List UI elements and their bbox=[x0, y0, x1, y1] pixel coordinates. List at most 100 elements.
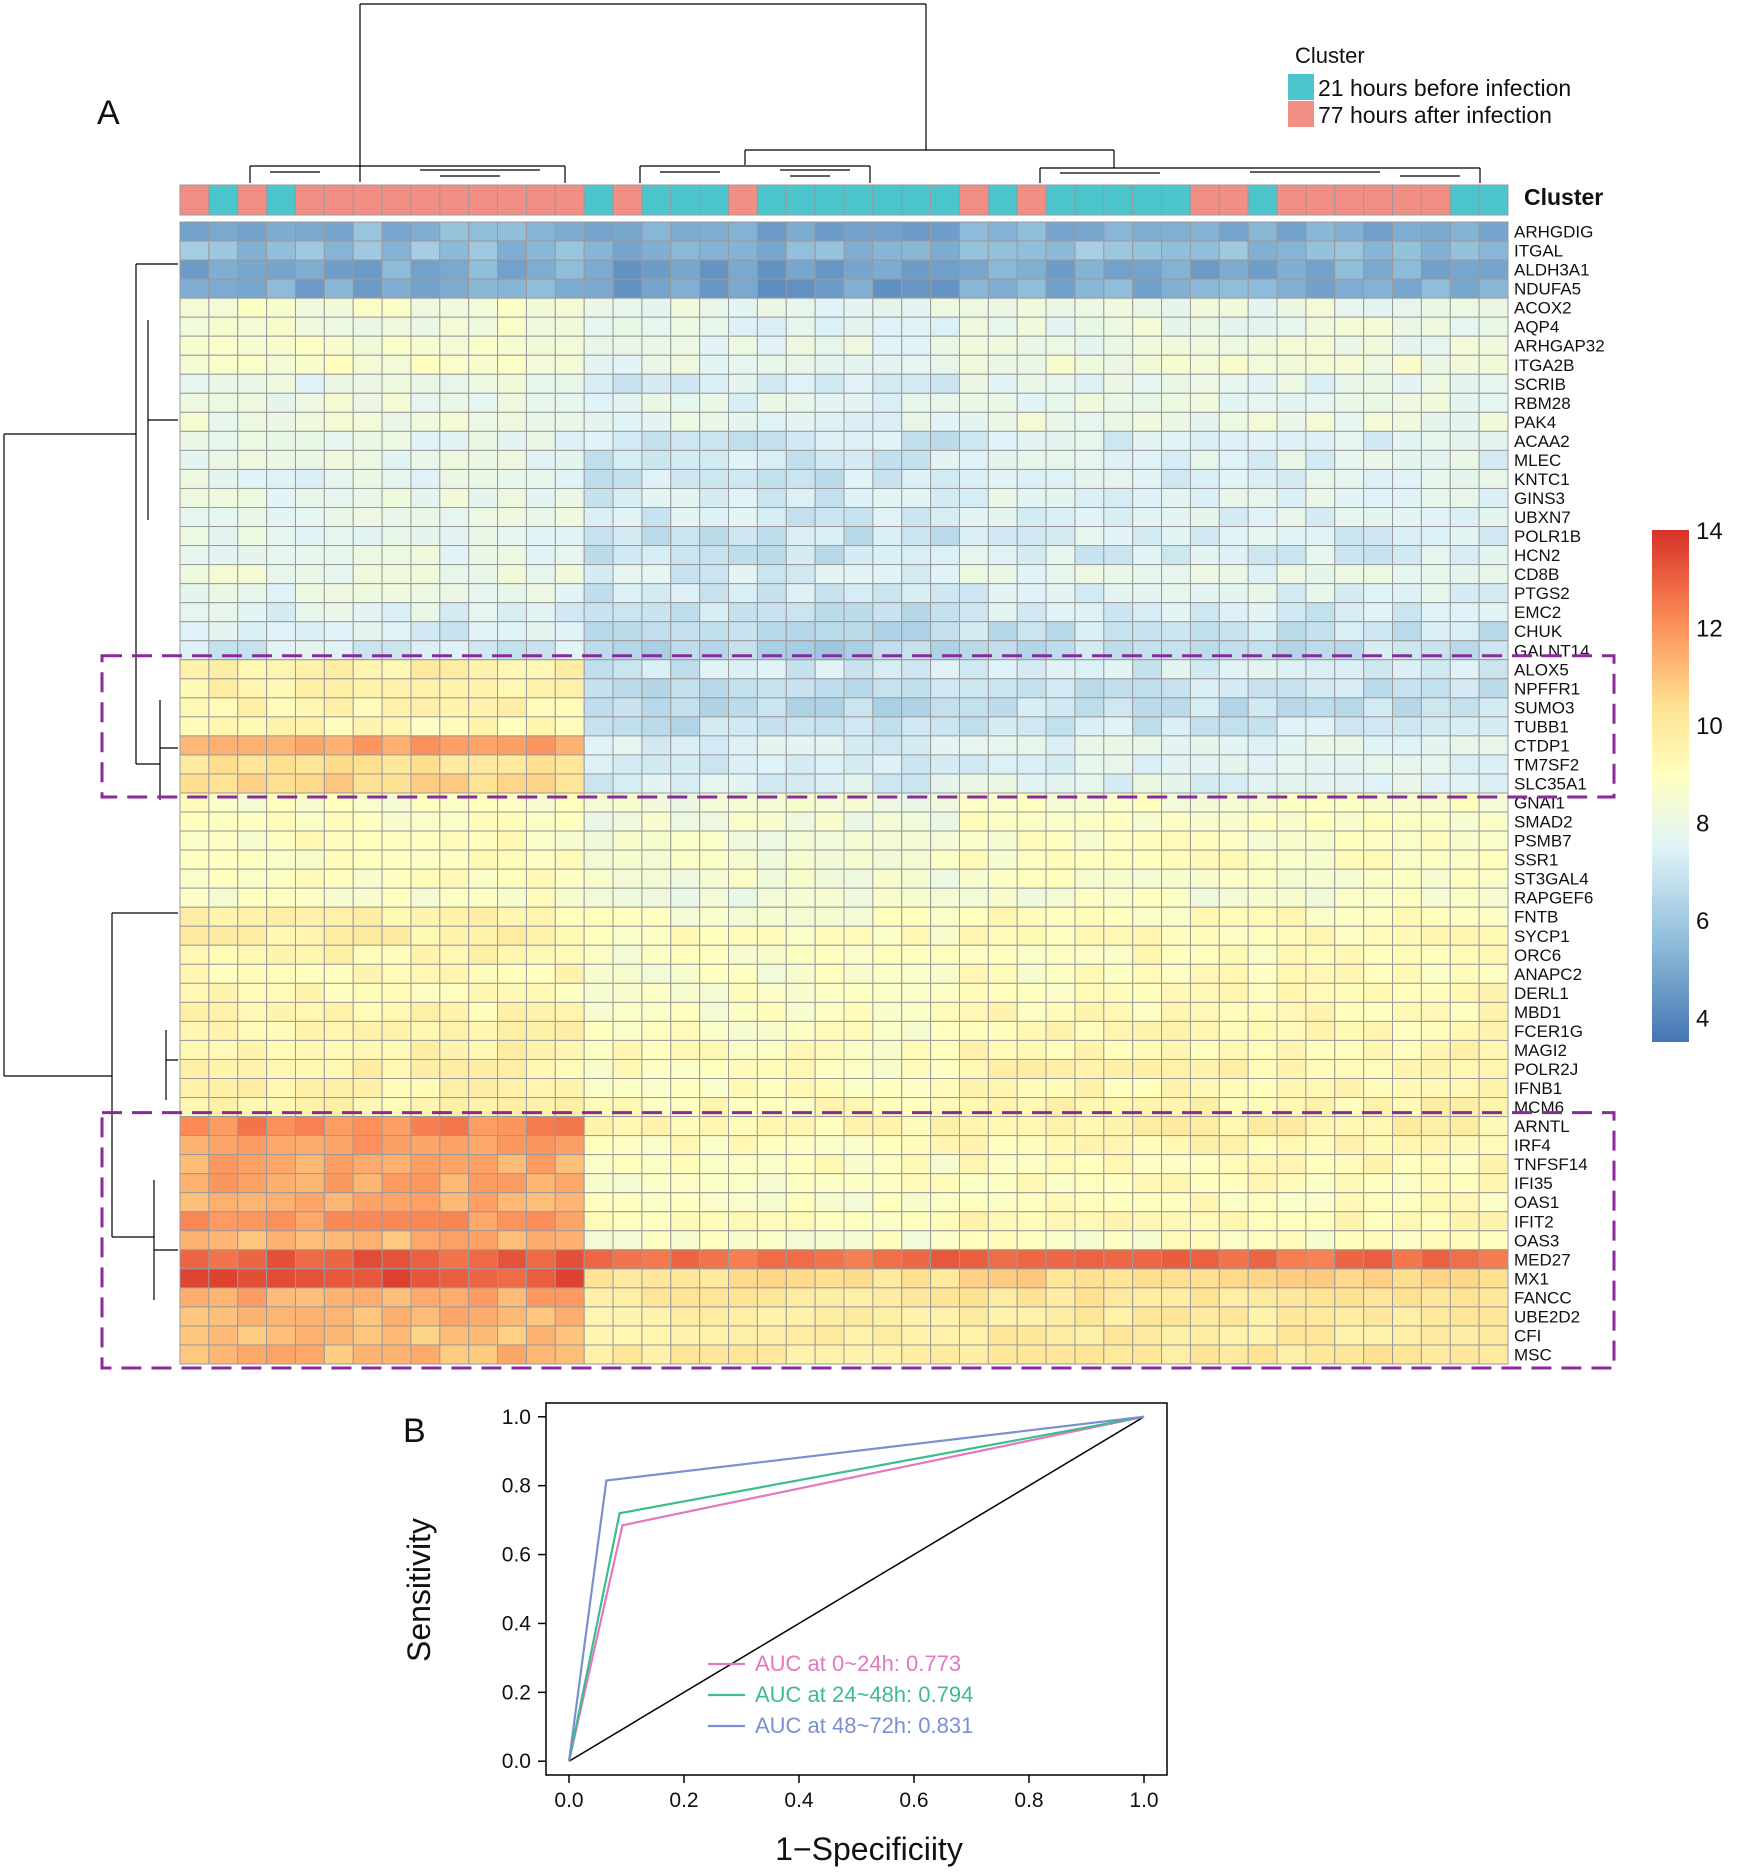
heatmap-cell bbox=[583, 887, 614, 908]
heatmap-cell bbox=[901, 411, 932, 432]
heatmap-cell bbox=[1016, 240, 1047, 261]
heatmap-cell bbox=[497, 849, 527, 870]
heatmap-cell bbox=[1478, 1268, 1509, 1289]
heatmap-cell bbox=[843, 1078, 874, 1099]
heatmap-cell bbox=[352, 754, 383, 775]
heatmap-cell bbox=[1045, 697, 1076, 718]
heatmap-cell bbox=[1247, 221, 1278, 242]
heatmap-cell bbox=[641, 526, 672, 547]
heatmap-cell bbox=[1449, 1173, 1480, 1194]
heatmap-cell bbox=[583, 1116, 614, 1137]
heatmap-cell bbox=[323, 982, 354, 1003]
heatmap-cell bbox=[525, 430, 556, 451]
heatmap-cell bbox=[554, 316, 585, 337]
heatmap-cell bbox=[439, 392, 470, 413]
heatmap-cell bbox=[612, 392, 643, 413]
heatmap-cell bbox=[1045, 868, 1076, 889]
heatmap-cell bbox=[294, 868, 325, 889]
heatmap-cell bbox=[1363, 1116, 1394, 1137]
heatmap-cell bbox=[352, 583, 383, 604]
heatmap-cell bbox=[1276, 982, 1307, 1003]
heatmap-cell bbox=[497, 411, 527, 432]
heatmap-cell bbox=[410, 1078, 441, 1099]
heatmap-cell bbox=[612, 526, 643, 547]
heatmap-cell bbox=[1045, 335, 1076, 356]
heatmap-cell bbox=[756, 1116, 787, 1137]
heatmap-cell bbox=[1132, 1287, 1163, 1308]
heatmap-cell bbox=[554, 1325, 585, 1346]
heatmap-cell bbox=[641, 1116, 672, 1137]
heatmap-cell bbox=[699, 240, 730, 261]
heatmap-cell bbox=[352, 1325, 383, 1346]
heatmap-cell bbox=[987, 906, 1018, 927]
annotation-cell bbox=[1218, 184, 1249, 216]
heatmap-cell bbox=[1420, 259, 1451, 280]
heatmap-cell bbox=[843, 259, 874, 280]
heatmap-cell bbox=[237, 316, 268, 337]
heatmap-cell bbox=[1334, 221, 1365, 242]
heatmap-cell bbox=[266, 487, 296, 509]
heatmap-cell bbox=[1016, 278, 1047, 299]
annotation-cell bbox=[237, 184, 268, 216]
cluster-annotation-row bbox=[179, 184, 1509, 216]
heatmap-cell bbox=[930, 659, 960, 680]
heatmap-cell bbox=[1218, 221, 1249, 242]
heatmap-cell bbox=[208, 1230, 239, 1251]
heatmap-cell bbox=[670, 678, 701, 699]
heatmap-cell bbox=[1363, 602, 1394, 623]
heatmap-cell bbox=[1074, 1078, 1105, 1099]
heatmap-cell bbox=[641, 1325, 672, 1346]
heatmap-cell bbox=[1276, 830, 1307, 851]
heatmap-cell bbox=[728, 1078, 758, 1099]
heatmap-cell bbox=[1132, 240, 1163, 261]
colorbar-tick-label: 4 bbox=[1696, 1006, 1709, 1033]
heatmap-cell bbox=[525, 373, 556, 394]
gene-label: MED27 bbox=[1514, 1250, 1571, 1269]
heatmap-cell bbox=[583, 373, 614, 394]
heatmap-cell bbox=[1305, 468, 1336, 489]
heatmap-cell bbox=[699, 449, 730, 470]
heatmap-cell bbox=[237, 564, 268, 585]
heatmap-cell bbox=[699, 316, 730, 337]
heatmap-cell bbox=[1161, 278, 1191, 299]
heatmap-cell bbox=[1218, 1249, 1249, 1270]
heatmap-cell bbox=[930, 1039, 960, 1060]
heatmap-cell bbox=[554, 602, 585, 623]
gene-label: OAS1 bbox=[1514, 1193, 1559, 1212]
heatmap-cell bbox=[208, 335, 239, 356]
heatmap-cell bbox=[814, 925, 845, 946]
heatmap-cell bbox=[352, 925, 383, 946]
annotation-cell bbox=[1103, 184, 1134, 216]
heatmap-cell bbox=[554, 1154, 585, 1175]
heatmap-cell bbox=[554, 944, 585, 965]
heatmap-cell bbox=[410, 449, 441, 470]
heatmap-cell bbox=[1392, 1249, 1422, 1270]
heatmap-cell bbox=[468, 811, 499, 832]
heatmap-cell bbox=[670, 1001, 701, 1022]
heatmap-cell bbox=[381, 811, 412, 832]
heatmap-cell bbox=[525, 1211, 556, 1232]
heatmap-cell bbox=[901, 849, 932, 870]
heatmap-cell bbox=[208, 278, 239, 299]
heatmap-cell bbox=[352, 278, 383, 299]
heatmap-cell bbox=[1334, 868, 1365, 889]
heatmap-cell bbox=[266, 678, 296, 699]
heatmap-cell bbox=[237, 849, 268, 870]
heatmap-cell bbox=[987, 963, 1018, 984]
heatmap-cell bbox=[554, 392, 585, 413]
heatmap-cell bbox=[1218, 811, 1249, 832]
heatmap-cell bbox=[901, 716, 932, 737]
heatmap-cell bbox=[1449, 1287, 1480, 1308]
heatmap-cell bbox=[410, 1192, 441, 1213]
heatmap-cell bbox=[1420, 735, 1451, 756]
gene-label: IFIT2 bbox=[1514, 1212, 1554, 1231]
heatmap-cell bbox=[1161, 1020, 1191, 1041]
heatmap-cell bbox=[323, 1211, 354, 1232]
heatmap-cell bbox=[612, 944, 643, 965]
heatmap-cell bbox=[1247, 1135, 1278, 1156]
heatmap-cell bbox=[930, 1249, 960, 1270]
heatmap-cell bbox=[237, 373, 268, 394]
heatmap-cell bbox=[583, 678, 614, 699]
heatmap-cell bbox=[497, 468, 527, 489]
heatmap-cell bbox=[785, 849, 816, 870]
